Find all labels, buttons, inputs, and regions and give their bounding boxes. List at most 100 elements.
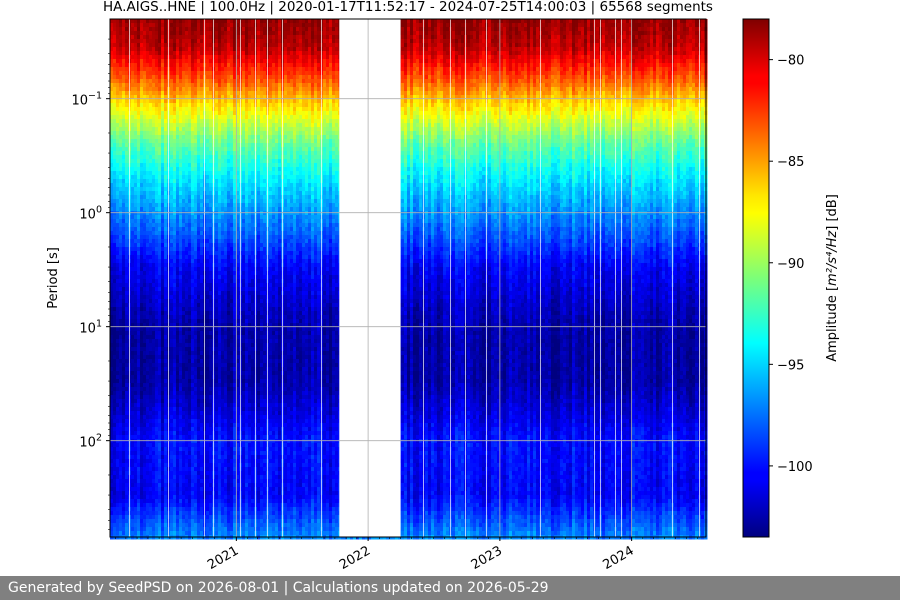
heatmap-cell [185, 403, 189, 408]
heatmap-cell [179, 303, 183, 308]
heatmap-cell [110, 515, 114, 520]
heatmap-cell [125, 51, 129, 56]
heatmap-cell [140, 479, 144, 484]
heatmap-cell [122, 127, 126, 132]
heatmap-cell [176, 527, 180, 532]
heatmap-cell [179, 235, 183, 240]
heatmap-cell [164, 83, 168, 88]
heatmap-cell [188, 55, 192, 60]
heatmap-cell [119, 263, 123, 268]
heatmap-cell [146, 283, 150, 288]
heatmap-cell [185, 123, 189, 128]
heatmap-cell [161, 415, 165, 420]
heatmap-cell [152, 335, 156, 340]
heatmap-cell [179, 491, 183, 496]
heatmap-cell [116, 111, 120, 116]
heatmap-cell [173, 179, 177, 184]
heatmap-cell [149, 295, 153, 300]
heatmap-cell [152, 75, 156, 80]
heatmap-cell [146, 83, 150, 88]
heatmap-cell [182, 283, 186, 288]
heatmap-cell [122, 31, 126, 36]
heatmap-cell [122, 339, 126, 344]
heatmap-cell [170, 367, 174, 372]
heatmap-cell [134, 175, 138, 180]
heatmap-cell [116, 355, 120, 360]
heatmap-cell [134, 115, 138, 120]
heatmap-cell [170, 127, 174, 132]
heatmap-cell [131, 355, 135, 360]
heatmap-cell [185, 99, 189, 104]
heatmap-cell [146, 515, 150, 520]
heatmap-cell [185, 283, 189, 288]
heatmap-cell [158, 223, 162, 228]
heatmap-cell [143, 207, 147, 212]
heatmap-cell [119, 327, 123, 332]
heatmap-cell [131, 339, 135, 344]
heatmap-cell [194, 211, 198, 216]
heatmap-cell [131, 523, 135, 528]
heatmap-cell [191, 503, 195, 508]
heatmap-cell [116, 411, 120, 416]
heatmap-cell [170, 27, 174, 32]
heatmap-cell [158, 487, 162, 492]
heatmap-cell [110, 287, 114, 292]
heatmap-cell [161, 251, 165, 256]
heatmap-cell [149, 531, 153, 536]
heatmap-cell [176, 415, 180, 420]
heatmap-cell [200, 331, 204, 336]
heatmap-cell [164, 303, 168, 308]
heatmap-cell [152, 291, 156, 296]
heatmap-cell [152, 19, 156, 24]
heatmap-cell [113, 19, 117, 24]
heatmap-cell [140, 227, 144, 232]
heatmap-cell [149, 135, 153, 140]
heatmap-cell [131, 139, 135, 144]
heatmap-cell [179, 139, 183, 144]
heatmap-cell [131, 431, 135, 436]
heatmap-cell [194, 475, 198, 480]
heatmap-cell [179, 375, 183, 380]
heatmap-cell [125, 227, 129, 232]
heatmap-cell [137, 199, 141, 204]
heatmap-cell [170, 227, 174, 232]
heatmap-cell [182, 347, 186, 352]
heatmap-cell [140, 167, 144, 172]
heatmap-cell [137, 443, 141, 448]
heatmap-cell [191, 299, 195, 304]
heatmap-cell [164, 411, 168, 416]
heatmap-cell [170, 391, 174, 396]
heatmap-cell [179, 395, 183, 400]
heatmap-cell [158, 319, 162, 324]
heatmap-cell [155, 199, 159, 204]
heatmap-cell [182, 491, 186, 496]
heatmap-cell [188, 39, 192, 44]
heatmap-cell [116, 143, 120, 148]
heatmap-cell [191, 515, 195, 520]
heatmap-cell [113, 79, 117, 84]
heatmap-cell [182, 179, 186, 184]
heatmap-cell [134, 55, 138, 60]
heatmap-cell [161, 511, 165, 516]
heatmap-cell [131, 307, 135, 312]
heatmap-cell [152, 403, 156, 408]
heatmap-cell [197, 43, 201, 48]
heatmap-cell [125, 527, 129, 532]
heatmap-cell [158, 75, 162, 80]
heatmap-cell [143, 239, 147, 244]
heatmap-cell [197, 47, 201, 52]
heatmap-cell [113, 103, 117, 108]
heatmap-cell [182, 51, 186, 56]
heatmap-cell [149, 115, 153, 120]
heatmap-cell [197, 143, 201, 148]
heatmap-cell [110, 147, 114, 152]
heatmap-cell [200, 207, 204, 212]
heatmap-cell [170, 427, 174, 432]
heatmap-cell [194, 519, 198, 524]
heatmap-cell [182, 47, 186, 52]
heatmap-cell [125, 331, 129, 336]
heatmap-cell [134, 167, 138, 172]
heatmap-cell [116, 47, 120, 52]
heatmap-cell [134, 291, 138, 296]
heatmap-cell [152, 23, 156, 28]
